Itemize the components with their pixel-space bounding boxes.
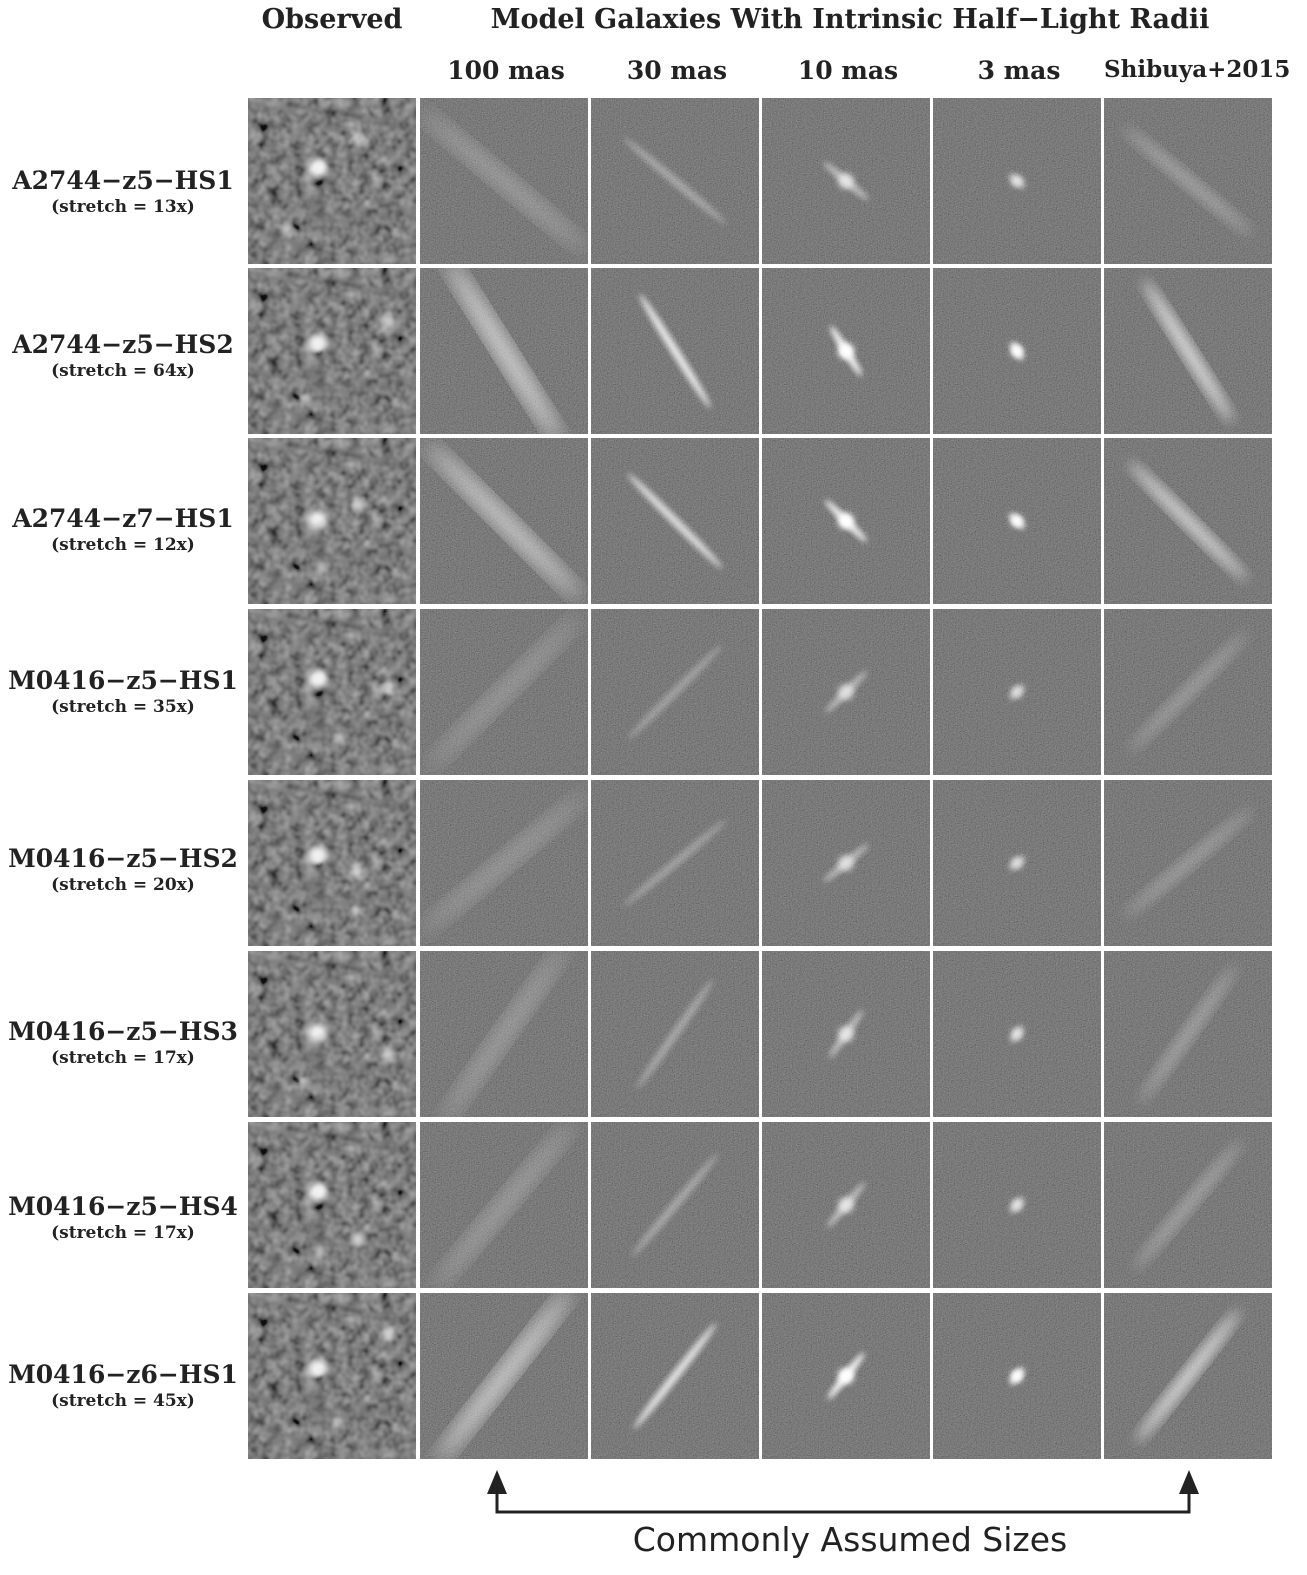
model-image-tile (591, 98, 759, 264)
model-image-tile (933, 951, 1101, 1117)
row-label-7: M0416−z5−HS4 (stretch = 17x) (0, 1192, 246, 1244)
observed-image-tile (248, 609, 416, 775)
column-header-30mas: 30 mas (626, 56, 728, 85)
observed-image-tile (248, 268, 416, 434)
model-galaxies-header: Model Galaxies With Intrinsic Half−Light… (490, 4, 1210, 35)
row-label-4: M0416−z5−HS1 (stretch = 35x) (0, 666, 246, 718)
model-image-tile (591, 780, 759, 946)
model-image-tile (1104, 1293, 1272, 1459)
model-image-tile (1104, 951, 1272, 1117)
model-image-tile (762, 1293, 930, 1459)
row-label-8: M0416−z6−HS1 (stretch = 45x) (0, 1360, 246, 1412)
model-image-tile (1104, 780, 1272, 946)
model-image-tile (933, 268, 1101, 434)
observed-image-tile (248, 1293, 416, 1459)
model-image-tile (420, 1293, 588, 1461)
model-image-tile (420, 98, 588, 264)
model-image-tile (1104, 98, 1272, 264)
row-stretch: (stretch = 20x) (51, 875, 195, 895)
model-image-tile (420, 951, 588, 1119)
model-image-tile (591, 438, 759, 604)
row-label-1: A2744−z5−HS1 (stretch = 13x) (0, 166, 246, 218)
model-image-tile (591, 1122, 759, 1288)
model-image-tile (933, 609, 1101, 775)
model-image-tile (762, 780, 930, 946)
observed-image-tile (248, 1122, 416, 1288)
observed-image-tile (248, 438, 416, 604)
model-image-tile (1104, 1122, 1272, 1288)
row-stretch: (stretch = 35x) (51, 697, 195, 717)
model-image-tile (933, 780, 1101, 946)
row-stretch: (stretch = 17x) (51, 1048, 195, 1068)
column-header-3mas: 3 mas (977, 56, 1061, 85)
model-image-tile (1104, 438, 1272, 604)
column-header-shibuya: Shibuya+2015 (1104, 56, 1291, 83)
model-image-tile (591, 268, 759, 434)
row-label-6: M0416−z5−HS3 (stretch = 17x) (0, 1017, 246, 1069)
right-arrowhead (1179, 1470, 1199, 1494)
model-image-tile (762, 951, 930, 1117)
model-image-tile (420, 268, 588, 436)
model-image-tile (762, 1122, 930, 1288)
model-image-tile (420, 780, 588, 946)
row-name: A2744−z5−HS2 (12, 330, 234, 359)
column-header-10mas: 10 mas (797, 56, 899, 85)
model-image-tile (762, 98, 930, 264)
model-image-tile (1104, 268, 1272, 434)
model-image-tile (933, 438, 1101, 604)
model-image-tile (591, 609, 759, 775)
row-name: M0416−z5−HS3 (8, 1017, 238, 1046)
row-stretch: (stretch = 45x) (51, 1391, 195, 1411)
row-label-3: A2744−z7−HS1 (stretch = 12x) (0, 504, 246, 556)
left-arrowhead (487, 1470, 507, 1494)
row-stretch: (stretch = 13x) (51, 197, 195, 217)
row-stretch: (stretch = 12x) (51, 535, 195, 555)
model-image-tile (420, 609, 588, 775)
row-name: M0416−z5−HS4 (8, 1192, 238, 1221)
observed-image-tile (248, 98, 416, 264)
column-header-100mas: 100 mas (447, 56, 565, 85)
observed-column-header: Observed (261, 4, 403, 35)
model-image-tile (933, 1293, 1101, 1459)
model-image-tile (420, 1122, 588, 1289)
observed-image-tile (248, 780, 416, 946)
model-image-tile (762, 268, 930, 434)
model-image-tile (591, 951, 759, 1117)
row-name: M0416−z5−HS2 (8, 844, 238, 873)
model-image-tile (762, 438, 930, 604)
row-name: M0416−z5−HS1 (8, 666, 238, 695)
model-image-tile (933, 1122, 1101, 1288)
row-stretch: (stretch = 17x) (51, 1223, 195, 1243)
model-image-tile (762, 609, 930, 775)
row-stretch: (stretch = 64x) (51, 361, 195, 381)
observed-image-tile (248, 951, 416, 1117)
row-label-5: M0416−z5−HS2 (stretch = 20x) (0, 844, 246, 896)
row-name: A2744−z7−HS1 (12, 504, 234, 533)
model-image-tile (1104, 609, 1272, 775)
model-image-tile (933, 98, 1101, 264)
commonly-assumed-sizes-label: Commonly Assumed Sizes (632, 1520, 1068, 1559)
model-image-tile (420, 438, 588, 604)
model-image-tile (591, 1293, 759, 1459)
row-name: A2744−z5−HS1 (12, 166, 234, 195)
row-name: M0416−z6−HS1 (8, 1360, 238, 1389)
footer-bracket-arrows (495, 1490, 1191, 1514)
row-label-2: A2744−z5−HS2 (stretch = 64x) (0, 330, 246, 382)
